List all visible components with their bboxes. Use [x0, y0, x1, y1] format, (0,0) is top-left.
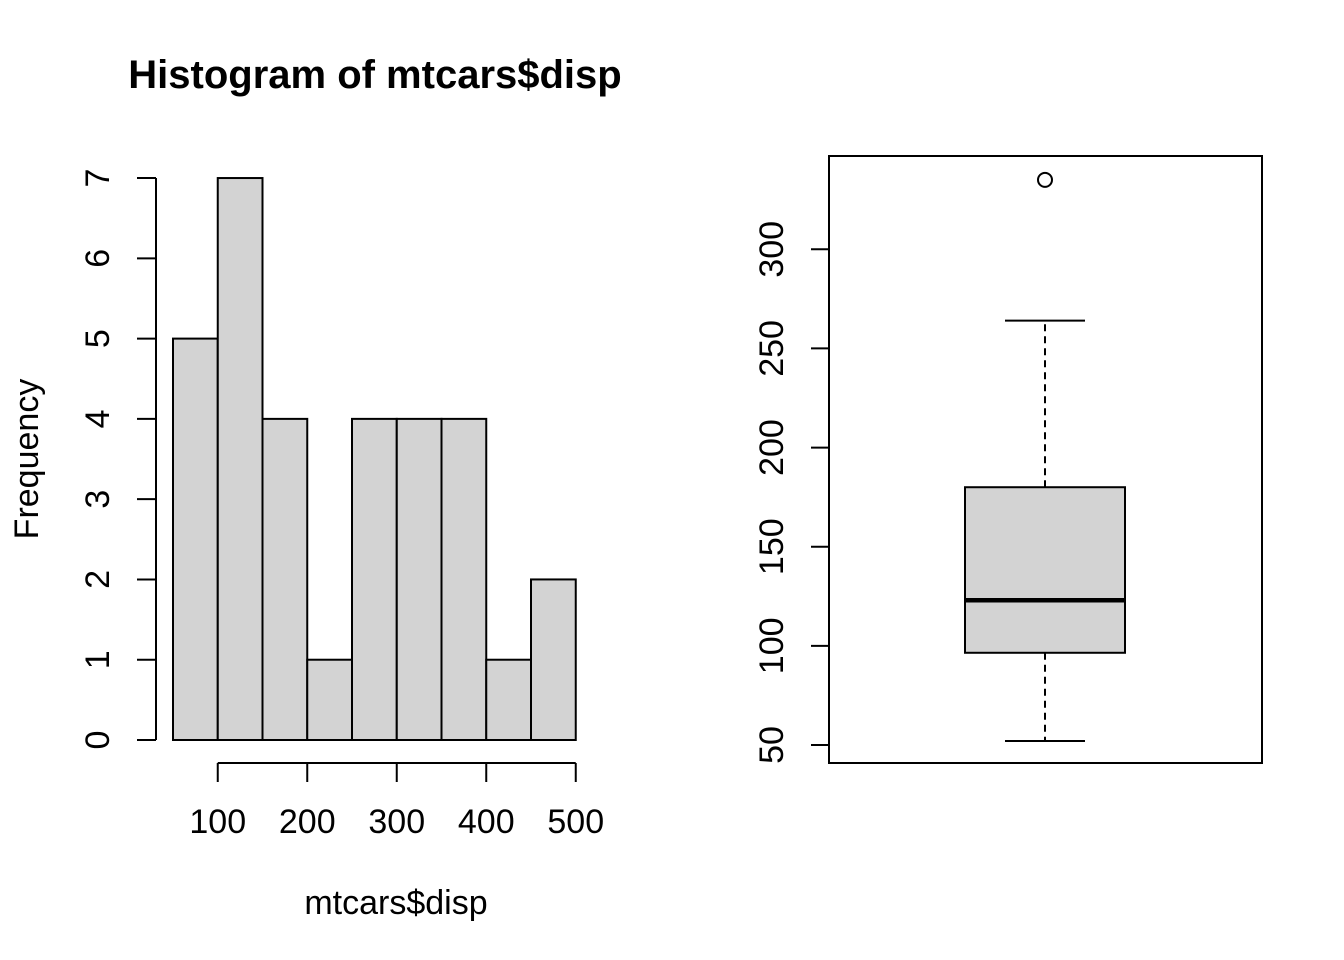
hist-y-tick-label: 5 — [79, 329, 117, 348]
hist-x-tick-label: 500 — [547, 803, 604, 841]
boxplot-geometry: 50 100 150 200 250 300 — [753, 155, 1263, 764]
box-y-tick-label: 200 — [753, 419, 791, 476]
box-y-tick-label: 250 — [753, 320, 791, 377]
hist-x-tick-label: 300 — [368, 803, 425, 841]
hist-y-tick-label: 3 — [79, 490, 117, 509]
boxplot-panel: 50 100 150 200 250 300 — [753, 155, 1263, 764]
hist-y-tick-label: 0 — [79, 731, 117, 750]
box-y-tick-label: 100 — [753, 617, 791, 674]
hist-bar — [530, 578, 577, 741]
boxplot-box — [964, 486, 1126, 654]
hist-y-tick-label: 4 — [79, 409, 117, 428]
hist-bar — [261, 417, 309, 741]
hist-x-tick-label: 200 — [279, 803, 336, 841]
hist-bar — [216, 177, 264, 742]
histogram-geometry: 0 1 2 3 4 5 6 7 100 200 300 400 500 — [79, 169, 604, 841]
histogram-y-axis-label: Frequency — [8, 379, 46, 540]
hist-bar — [395, 417, 443, 741]
hist-x-tick-label: 100 — [189, 803, 246, 841]
boxplot-outlier — [1037, 171, 1053, 188]
hist-y-tick-label: 2 — [79, 570, 117, 589]
hist-y-tick-label: 1 — [79, 650, 117, 669]
box-y-tick-label: 150 — [753, 518, 791, 575]
hist-bar — [306, 658, 353, 741]
histogram-panel: Histogram of mtcars$disp mtcars$disp Fre… — [8, 53, 622, 922]
histogram-x-axis-label: mtcars$disp — [304, 884, 487, 922]
hist-bar — [172, 337, 219, 741]
hist-y-tick-label: 7 — [79, 169, 117, 188]
hist-y-tick-label: 6 — [79, 249, 117, 268]
histogram-title: Histogram of mtcars$disp — [128, 53, 621, 97]
box-frame — [828, 155, 1263, 764]
hist-bar — [485, 658, 532, 741]
hist-bar — [440, 417, 488, 741]
box-y-tick-label: 50 — [753, 726, 791, 764]
hist-bar — [351, 417, 398, 741]
hist-x-tick-label: 400 — [458, 803, 515, 841]
box-y-tick-label: 300 — [753, 221, 791, 278]
